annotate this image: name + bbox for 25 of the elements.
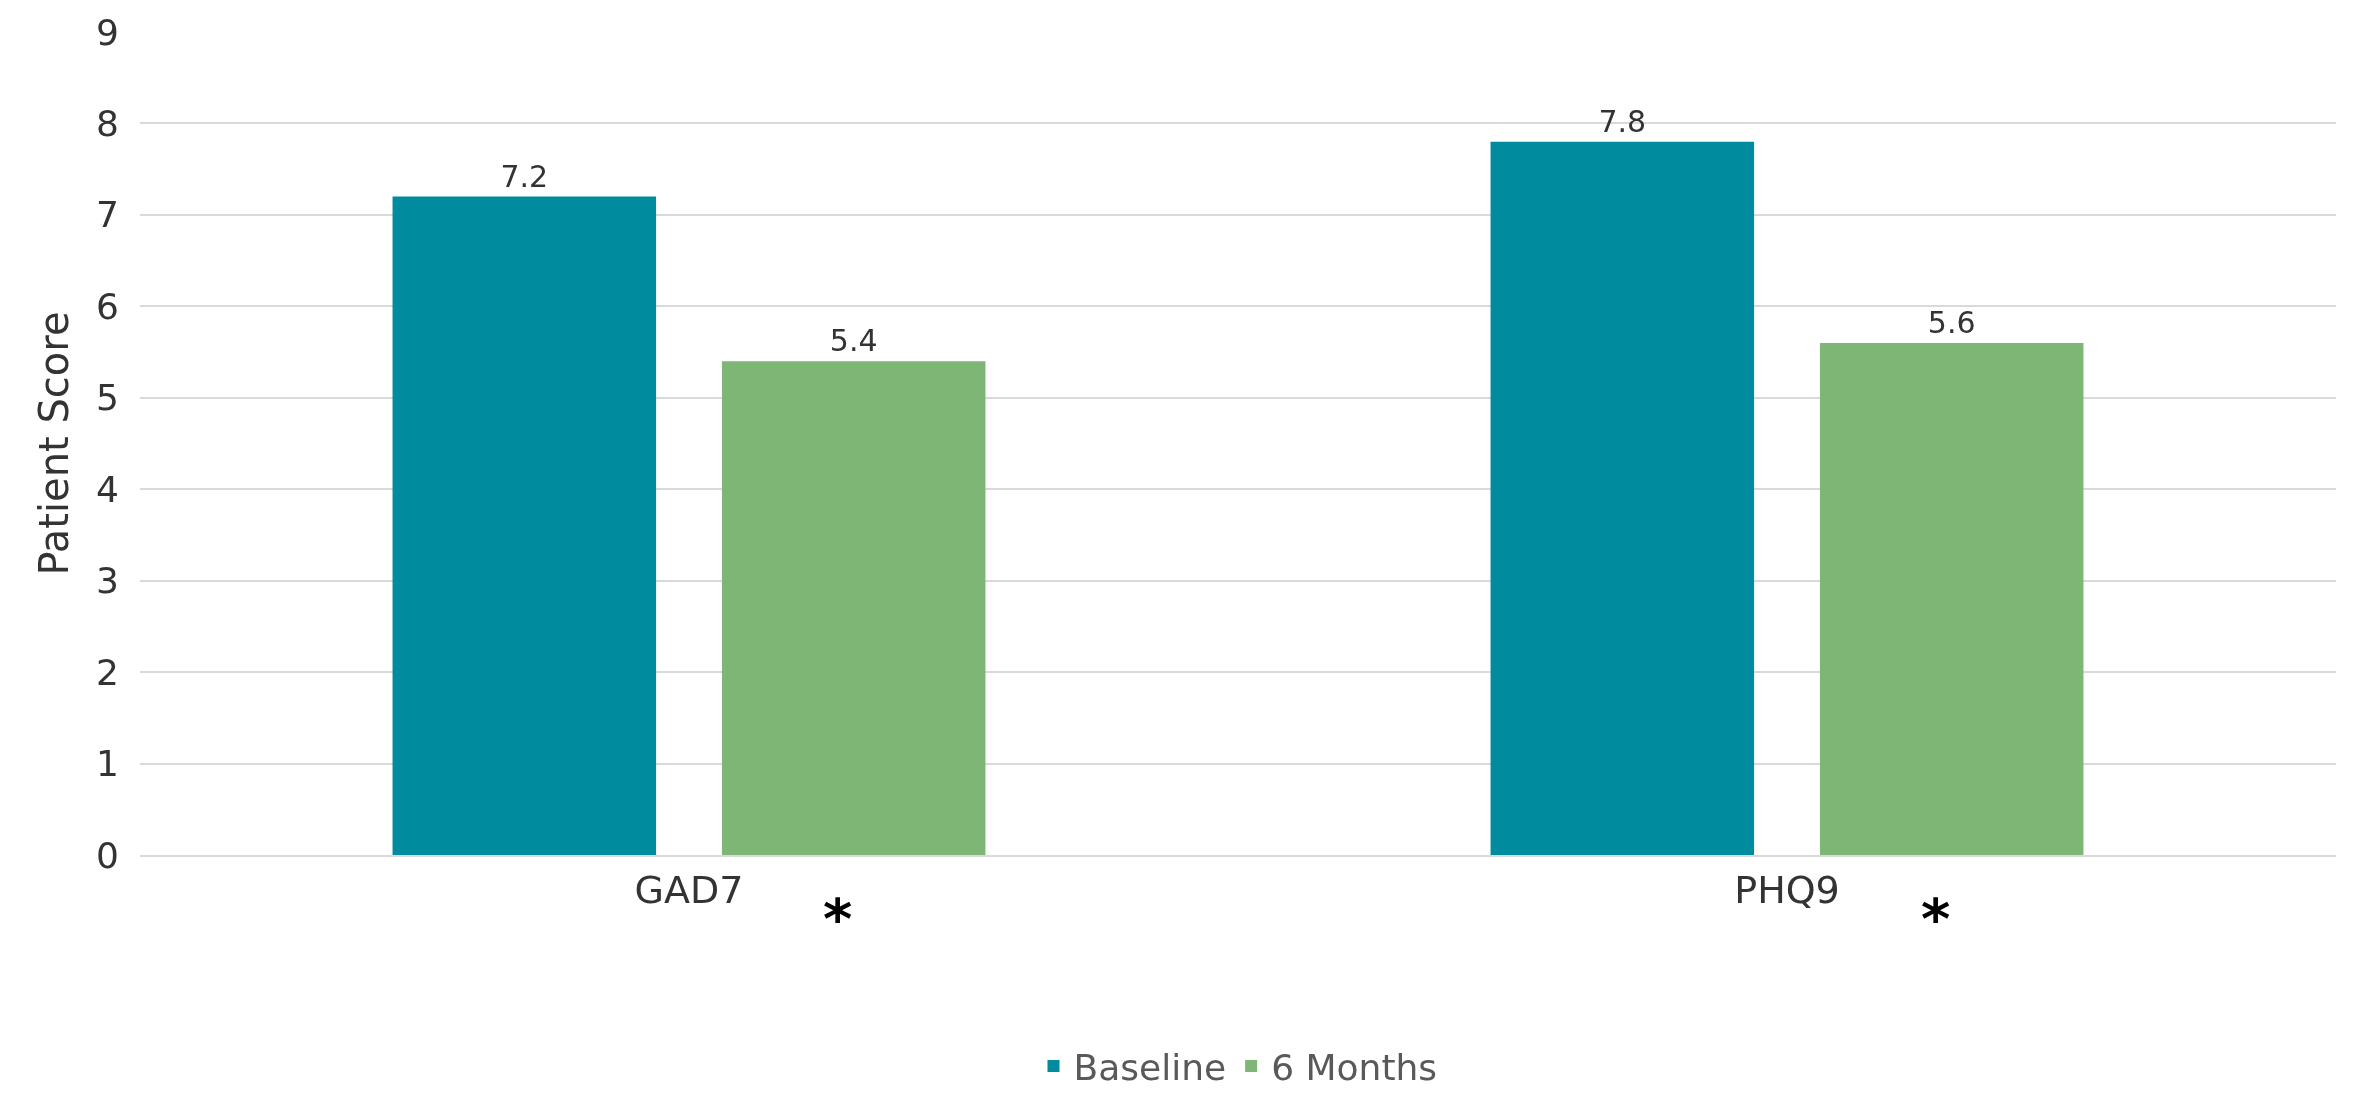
y-tick-label: 8 bbox=[96, 103, 119, 145]
bar bbox=[1490, 141, 1755, 855]
legend-label: 6 Months bbox=[1271, 1047, 1438, 1088]
text: * bbox=[823, 886, 853, 951]
legend-label: Baseline bbox=[1073, 1047, 1227, 1088]
y-tick-label: 3 bbox=[96, 560, 119, 602]
y-tick-label: 5 bbox=[96, 377, 119, 419]
data-label: 5.6 bbox=[1927, 304, 1976, 340]
data-label: 7.2 bbox=[500, 158, 549, 194]
y-tick-label: 6 bbox=[96, 285, 119, 327]
y-tick-label: 7 bbox=[96, 194, 119, 236]
y-tick-label: 4 bbox=[96, 468, 119, 510]
y-tick-label: 0 bbox=[96, 834, 119, 876]
y-tick-label: 1 bbox=[96, 743, 119, 785]
data-label: 5.4 bbox=[829, 323, 878, 359]
x-tick-label: PHQ9 bbox=[1734, 867, 1840, 912]
bar bbox=[721, 361, 986, 855]
y-axis-title: Patient Score bbox=[30, 311, 77, 576]
data-label: 7.8 bbox=[1598, 103, 1647, 139]
bar bbox=[392, 196, 657, 855]
y-tick-label: 2 bbox=[96, 651, 119, 693]
bar bbox=[1819, 342, 2084, 855]
text: * bbox=[1921, 886, 1951, 951]
y-tick-label: 9 bbox=[96, 11, 119, 53]
x-tick-label: GAD7 bbox=[634, 867, 744, 912]
